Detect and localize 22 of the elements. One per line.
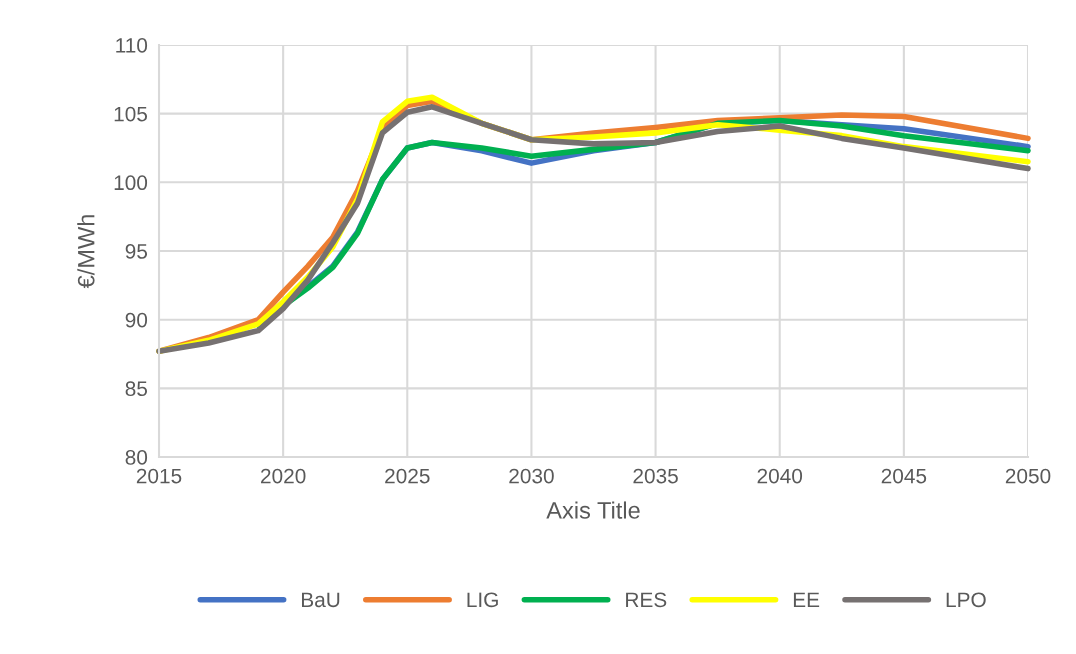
y-tick-label: 100 — [114, 175, 148, 191]
y-tick-label: 105 — [114, 106, 148, 122]
x-tick-label: 2020 — [261, 468, 306, 484]
legend-label: EE — [793, 592, 820, 607]
x-tick-label: 2030 — [509, 468, 554, 484]
x-tick-label: 2035 — [633, 468, 678, 484]
x-tick-label: 2045 — [881, 468, 927, 484]
legend-label: RES — [626, 592, 667, 608]
y-tick-label: 110 — [116, 38, 148, 53]
legend-label: BaU — [302, 592, 340, 608]
x-axis-title: Axis Title — [546, 501, 640, 519]
x-tick-label: 2050 — [1005, 468, 1051, 484]
y-tick-label: 95 — [125, 244, 148, 259]
legend-label: LIG — [467, 592, 498, 608]
x-tick-label: 2015 — [136, 468, 182, 484]
x-tick-label: 2040 — [757, 468, 803, 484]
legend-label: LPO — [946, 592, 986, 608]
y-tick-label: 90 — [125, 312, 148, 328]
y-axis-title: €/MWh — [77, 215, 95, 289]
y-tick-label: 80 — [125, 450, 148, 465]
x-tick-label: 2025 — [385, 468, 430, 484]
y-tick-label: 85 — [125, 381, 148, 397]
